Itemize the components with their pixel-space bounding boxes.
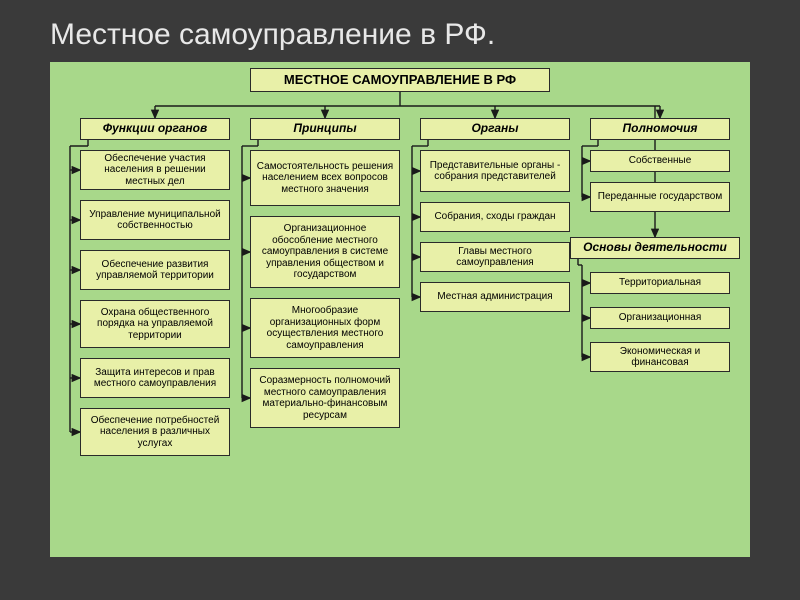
item-box: Обеспечение участия населения в решении … bbox=[80, 150, 230, 190]
slide-title: Местное самоуправление в РФ. bbox=[0, 0, 800, 62]
item-box: Собрания, сходы граждан bbox=[420, 202, 570, 232]
item-box: Обеспечение развития управляемой террито… bbox=[80, 250, 230, 290]
item-box: Собственные bbox=[590, 150, 730, 172]
item-box: Переданные государством bbox=[590, 182, 730, 212]
item-box: Обеспечение потребностей населения в раз… bbox=[80, 408, 230, 456]
item-box: Самостоятельность решения населением все… bbox=[250, 150, 400, 206]
column-header: Принципы bbox=[250, 118, 400, 140]
item-box: Территориальная bbox=[590, 272, 730, 294]
item-box: Соразмерность полномочий местного самоуп… bbox=[250, 368, 400, 428]
item-box: Представительные органы - собрания предс… bbox=[420, 150, 570, 192]
item-box: Местная администрация bbox=[420, 282, 570, 312]
root-box: МЕСТНОЕ САМОУПРАВЛЕНИЕ В РФ bbox=[250, 68, 550, 92]
item-box: Многообразие организационных форм осущес… bbox=[250, 298, 400, 358]
column-header: Функции органов bbox=[80, 118, 230, 140]
item-box: Главы местного самоуправления bbox=[420, 242, 570, 272]
item-box: Организационная bbox=[590, 307, 730, 329]
item-box: Защита интересов и прав местного самоупр… bbox=[80, 358, 230, 398]
item-box: Охрана общественного порядка на управляе… bbox=[80, 300, 230, 348]
column-header: Полномочия bbox=[590, 118, 730, 140]
item-box: Организационное обособление местного сам… bbox=[250, 216, 400, 288]
diagram-area: МЕСТНОЕ САМОУПРАВЛЕНИЕ В РФ Функции орган… bbox=[50, 62, 750, 557]
item-box: Экономическая и финансовая bbox=[590, 342, 730, 372]
column-header: Основы деятельности bbox=[570, 237, 740, 259]
item-box: Управление муниципальной собственностью bbox=[80, 200, 230, 240]
column-header: Органы bbox=[420, 118, 570, 140]
